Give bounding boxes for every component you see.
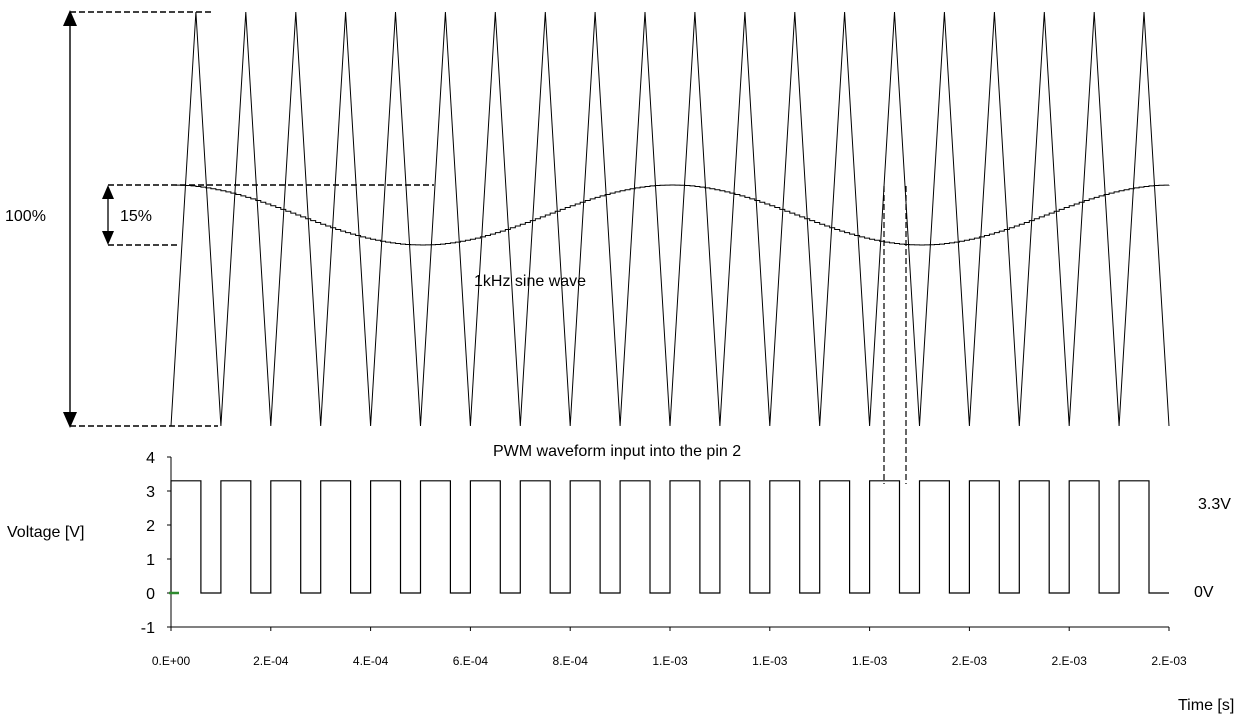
x-ticks: 0.E+00 2.E-04 4.E-04 6.E-04 8.E-04 1.E-03 1.E-… <box>152 627 1187 668</box>
x-tick-label: 2.E-04 <box>253 654 289 668</box>
y-tick-label: 0 <box>146 586 155 603</box>
sine-amplitude-arrowhead-bottom <box>102 231 114 245</box>
sine-amplitude-label: 15% <box>120 208 152 225</box>
y-tick-label: -1 <box>141 620 155 637</box>
x-tick-label: 8.E-04 <box>553 654 589 668</box>
full-amplitude-label: 100% <box>5 208 46 225</box>
y-ticks: 4 3 2 1 0 -1 <box>141 450 171 637</box>
sine-reference-series <box>171 184 1170 246</box>
full-amplitude-arrowhead-bottom <box>63 412 77 428</box>
x-tick-label: 1.E-03 <box>652 654 688 668</box>
x-axis-title: Time [s] <box>1178 697 1234 714</box>
y-axis-title: Voltage [V] <box>7 524 84 541</box>
sine-wave-label: 1kHz sine wave <box>474 273 586 290</box>
y-tick-label: 3 <box>146 484 155 501</box>
full-amplitude-arrowhead-top <box>63 10 77 26</box>
y-tick-label: 1 <box>146 552 155 569</box>
carrier-and-sine-plot: 100% 15% 1kHz sine wave <box>5 10 1170 484</box>
pwm-waveform-label: PWM waveform input into the pin 2 <box>493 443 741 460</box>
x-tick-label: 2.E-03 <box>1151 654 1187 668</box>
high-level-label: 3.3V <box>1198 496 1231 513</box>
y-tick-label: 4 <box>146 450 155 467</box>
triangle-carrier-series <box>170 11 1170 427</box>
x-tick-label: 2.E-03 <box>1052 654 1088 668</box>
x-tick-label: 4.E-04 <box>353 654 389 668</box>
low-level-label: 0V <box>1194 584 1214 601</box>
x-tick-label: 2.E-03 <box>952 654 988 668</box>
x-tick-label: 1.E-03 <box>852 654 888 668</box>
y-tick-label: 2 <box>146 518 155 535</box>
sine-amplitude-arrowhead-top <box>102 185 114 199</box>
x-tick-label: 0.E+00 <box>152 654 191 668</box>
x-tick-label: 6.E-04 <box>453 654 489 668</box>
x-tick-label: 1.E-03 <box>752 654 788 668</box>
pwm-voltage-plot: PWM waveform input into the pin 2 4 3 2 1 0 -… <box>7 443 1234 714</box>
pwm-series <box>170 480 1169 594</box>
